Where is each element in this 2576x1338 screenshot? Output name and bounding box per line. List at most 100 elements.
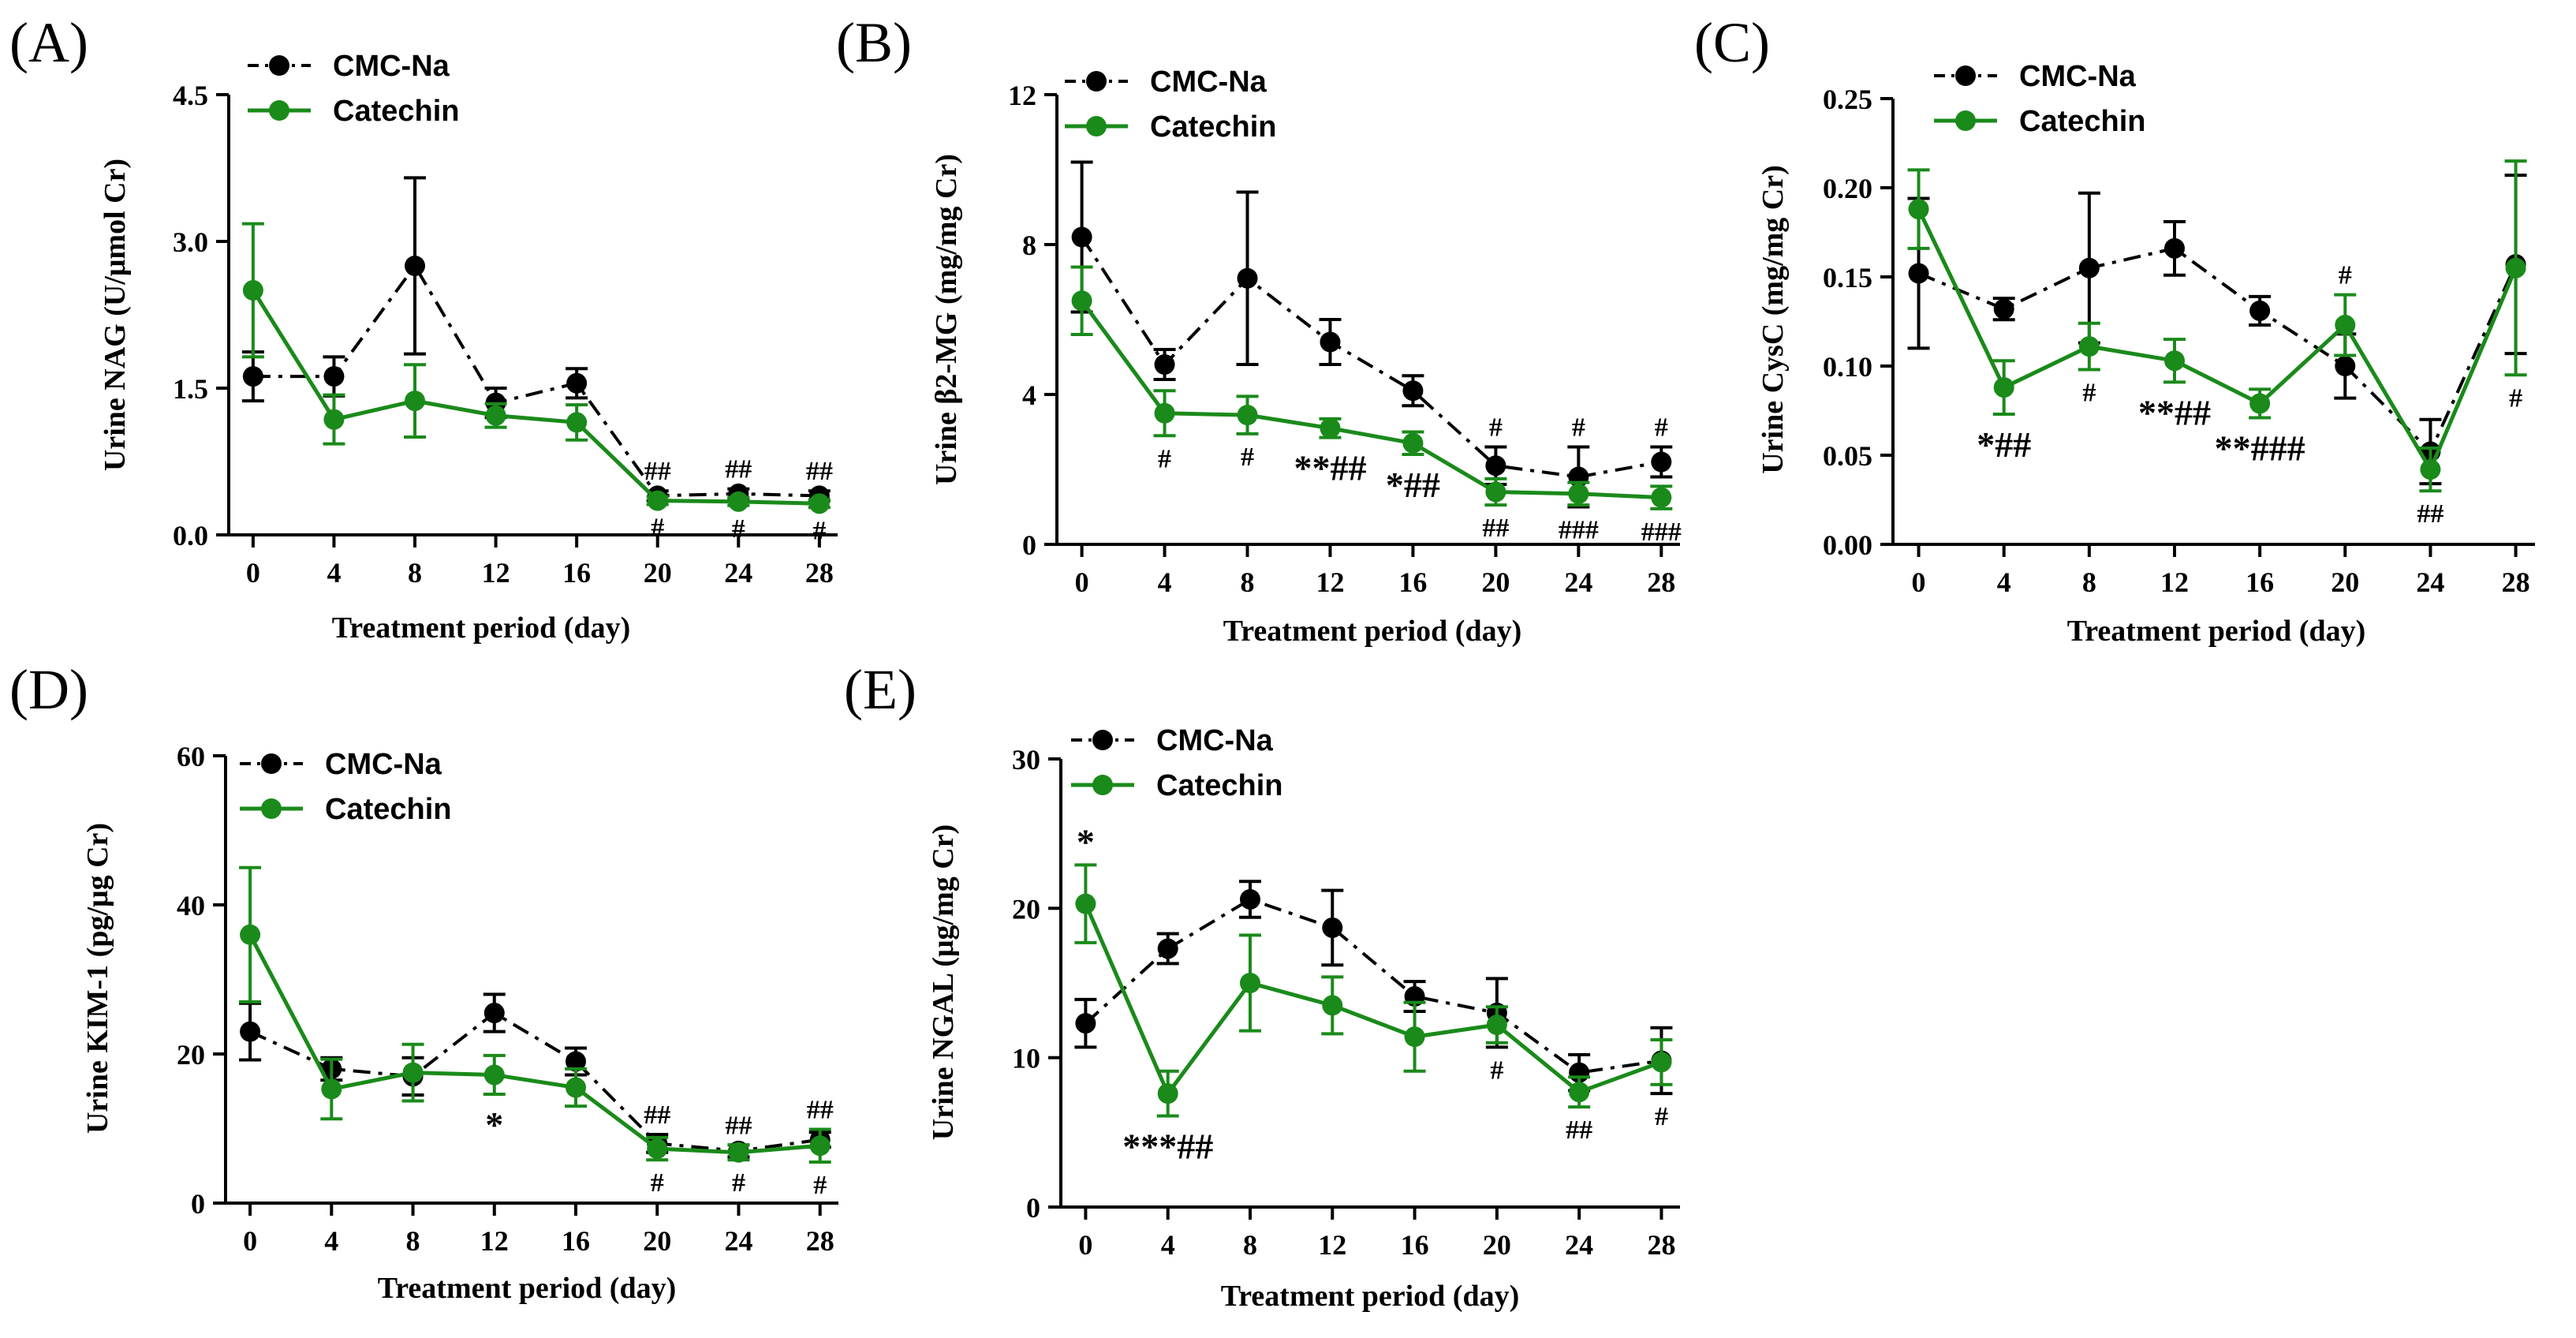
x-tick-label: 20	[2331, 566, 2359, 598]
data-point	[1485, 455, 1506, 477]
legend-marker	[261, 798, 282, 819]
y-tick-label: 0.25	[1823, 84, 1872, 115]
significance-mark: ###	[1559, 516, 1599, 545]
x-tick-label: 24	[724, 557, 752, 589]
data-point	[728, 1142, 749, 1163]
y-tick-label: 0	[191, 1188, 205, 1220]
x-tick-label: 20	[1483, 1229, 1511, 1261]
data-point	[1486, 1015, 1507, 1036]
x-tick-label: 12	[1316, 566, 1344, 598]
panel-letter: (D)	[9, 658, 88, 721]
significance-mark: #	[1241, 443, 1254, 472]
x-tick-label: 4	[324, 1225, 338, 1257]
x-tick-label: 0	[246, 557, 260, 589]
data-point	[242, 280, 263, 301]
x-tick-label: 24	[1565, 1229, 1593, 1261]
data-point	[1157, 938, 1178, 959]
y-tick-label: 0.0	[173, 520, 208, 551]
significance-mark: #	[1158, 444, 1171, 473]
x-tick-label: 12	[482, 557, 510, 589]
x-tick-label: 28	[2502, 566, 2530, 598]
data-point	[2078, 336, 2100, 357]
series-line	[248, 933, 820, 1155]
data-point	[2163, 237, 2185, 259]
significance-mark: #	[813, 1171, 827, 1200]
data-point	[1154, 354, 1175, 375]
data-point	[2335, 356, 2356, 376]
x-tick-label: 16	[562, 1225, 590, 1257]
significance-mark: ##	[1482, 514, 1509, 543]
series-line	[251, 289, 819, 506]
x-tick-label: 24	[724, 1225, 752, 1257]
series-line	[1080, 299, 1662, 500]
y-tick-label: 0.05	[1823, 440, 1872, 472]
data-point	[809, 1135, 831, 1157]
data-point	[1404, 1026, 1425, 1048]
x-axis-title: Treatment period (day)	[378, 1272, 677, 1305]
significance-mark: #	[651, 514, 664, 543]
data-point	[1237, 405, 1258, 426]
legend-label: CMC-Na	[2019, 60, 2137, 93]
data-point	[1993, 298, 2014, 320]
legend-label: Catechin	[1156, 769, 1282, 802]
panel-letter: (B)	[836, 11, 912, 74]
legend: CMC-Na Catechin	[1065, 65, 1276, 144]
chart-panel-c: (C) 0.00 0.05 0.10 0.15 0.20 0.25 0 4 8 12 16 20 24 28…	[1694, 11, 2535, 648]
panel-letter: (A)	[9, 11, 88, 74]
y-axis-title: Urine NAG (U/μmol Cr)	[99, 159, 132, 471]
significance-mark: ##	[725, 455, 752, 484]
x-tick-label: 8	[1243, 1229, 1257, 1261]
data-point	[2335, 315, 2356, 336]
data-point	[1071, 226, 1092, 248]
chart-panel-a: (A) 0.0 1.5 3.0 4.5 0 4 8 12 16 20 24 28 Treatment pe…	[9, 11, 838, 645]
data-point	[728, 491, 749, 512]
significance-mark: #	[1490, 1056, 1503, 1085]
series-line	[1917, 208, 2518, 474]
data-point	[1651, 451, 1672, 473]
legend-marker	[269, 55, 289, 76]
x-tick-label: 28	[806, 1225, 834, 1257]
y-axis-title: Urine β2-MG (mg/mg Cr)	[930, 154, 963, 485]
significance-mark: #	[1489, 413, 1503, 443]
data-point	[323, 409, 345, 430]
data-point	[1908, 199, 1929, 220]
significance-mark: *	[1077, 821, 1095, 861]
data-point	[483, 1003, 505, 1024]
data-point	[1320, 331, 1341, 353]
data-point	[1239, 888, 1260, 910]
significance-mark: ##	[725, 1111, 752, 1140]
data-point	[1402, 432, 1424, 454]
legend-marker	[1086, 71, 1107, 92]
data-point	[1239, 973, 1260, 993]
data-point	[2078, 257, 2100, 278]
y-tick-label: 0.10	[1823, 351, 1872, 383]
legend-marker	[269, 100, 289, 121]
x-tick-label: 0	[243, 1225, 257, 1257]
data-point	[402, 1062, 424, 1083]
data-point	[566, 412, 588, 433]
legend-marker	[1092, 775, 1113, 795]
series-line	[1085, 897, 1662, 1075]
y-tick-label: 60	[177, 741, 205, 772]
significance-mark: #	[1572, 413, 1585, 443]
data-point	[405, 256, 426, 276]
data-point	[321, 1078, 342, 1100]
x-tick-label: 16	[1398, 566, 1427, 598]
y-tick-label: 20	[1012, 893, 1040, 925]
panel-letter: (E)	[844, 658, 917, 721]
legend-label: Catechin	[325, 793, 451, 826]
significance-mark: ##	[807, 1095, 834, 1124]
x-tick-label: 12	[2160, 566, 2189, 598]
y-tick-label: 0.00	[1823, 529, 1872, 561]
significance-mark: *##	[1386, 465, 1440, 505]
y-tick-label: 20	[177, 1039, 205, 1071]
legend: CMC-Na Catechin	[1071, 724, 1282, 802]
chart-panel-d: (D) 0 20 40 60 0 4 8 12 16 20 24 28 Treatment period …	[9, 658, 838, 1305]
significance-mark: **###	[2215, 428, 2305, 469]
x-tick-label: 20	[643, 1225, 671, 1257]
series-line	[1917, 246, 2518, 454]
x-tick-label: 4	[1161, 1229, 1175, 1261]
x-axis-title: Treatment period (day)	[2067, 615, 2366, 648]
x-tick-label: 20	[644, 557, 672, 589]
x-tick-label: 0	[1075, 566, 1089, 598]
